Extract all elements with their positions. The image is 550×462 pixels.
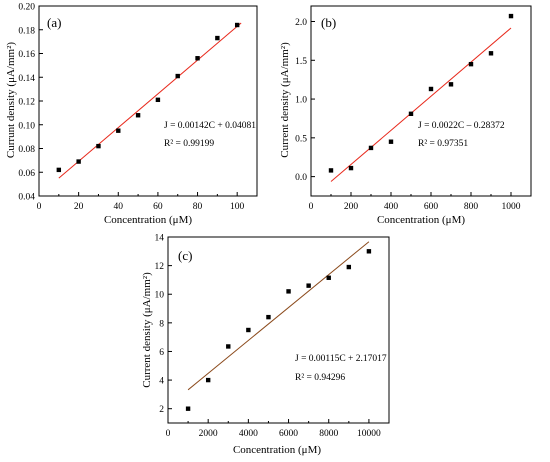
data-point [135, 113, 141, 118]
x-tick-label: 400 [384, 202, 399, 212]
y-axis-title: Current density (μA/mm²) [141, 272, 153, 388]
panel-c: 0 2000 4000 6000 8000 10000 2 4 6 8 10 12 14 Concentr… [141, 234, 390, 456]
fit-equation: J = 0.0022C – 0.28372 [418, 121, 505, 131]
x-axis-title: Concentration (μM) [104, 214, 192, 226]
x-tick-label: 200 [344, 202, 359, 212]
y-tick-label: 1.5 [295, 57, 307, 67]
y-tick-label: 8 [159, 319, 164, 329]
x-tick-label: 6000 [279, 429, 298, 439]
fit-line [58, 22, 242, 179]
data-point [116, 128, 121, 133]
data-point [234, 22, 240, 28]
data-point [326, 275, 331, 280]
x-axis-title: Concentration (μM) [377, 214, 465, 226]
r-squared: R² = 0.99199 [164, 139, 214, 149]
x-tick-label: 60 [153, 202, 163, 212]
y-tick-label: 14 [155, 234, 165, 244]
x-tick-label: 80 [193, 202, 203, 212]
y-tick-label: 4 [159, 377, 164, 387]
y-tick-label: 0.20 [18, 3, 35, 13]
data-point [508, 13, 514, 19]
data-point [195, 56, 200, 61]
x-tick-label: 600 [424, 202, 439, 212]
data-point [175, 73, 180, 79]
y-tick-label: 6 [159, 348, 164, 358]
panel-a: 0 20 40 60 80 100 0.04 0.06 0.08 0.10 0.12 0.14 0.16… [5, 3, 258, 226]
x-tick-label: 1000 [502, 202, 521, 212]
x-tick-label: 2000 [199, 429, 218, 439]
y-tick-label: 0.10 [18, 121, 35, 131]
y-tick-label: 2 [159, 405, 164, 415]
data-point [328, 168, 334, 173]
data-point [286, 289, 291, 294]
data-point [155, 97, 161, 103]
data-point [388, 139, 394, 144]
x-tick-label: 0 [309, 202, 314, 212]
data-point [488, 51, 494, 56]
data-point [185, 406, 191, 411]
data-point [226, 344, 231, 349]
y-tick-label: 10 [155, 291, 165, 301]
y-tick-label: 0.16 [18, 50, 35, 60]
data-point [96, 143, 101, 149]
panel-label: (a) [47, 15, 61, 30]
data-point [76, 159, 81, 164]
y-tick-label: 0.0 [295, 173, 307, 183]
x-tick-label: 0 [166, 429, 171, 439]
y-axis-title: Current density (μA/mm²) [279, 42, 291, 158]
data-point [408, 111, 414, 116]
fit-line [330, 27, 512, 182]
y-tick-label: 0.12 [18, 98, 35, 108]
data-point [266, 314, 271, 320]
data-point [468, 61, 474, 67]
data-point [205, 377, 211, 383]
r-squared: R² = 0.94296 [295, 373, 345, 383]
fit-equation: J = 0.00142C + 0.04081 [164, 121, 256, 131]
y-tick-label: 12 [155, 262, 165, 272]
x-tick-label: 40 [114, 202, 124, 212]
x-tick-label: 100 [230, 202, 245, 212]
data-point [306, 283, 311, 288]
panel-label: (c) [178, 248, 192, 263]
data-point [56, 167, 62, 173]
data-point [348, 165, 354, 171]
fit-line [187, 241, 370, 391]
x-axis-title: Concentration (μM) [233, 444, 321, 456]
x-tick-label: 8000 [319, 429, 338, 439]
data-point [368, 145, 374, 151]
data-point [428, 86, 434, 92]
panel-label: (b) [321, 15, 336, 30]
data-point [246, 327, 251, 333]
y-tick-label: 0.06 [18, 169, 35, 179]
x-tick-label: 20 [74, 202, 84, 212]
data-point [448, 82, 454, 87]
y-tick-label: 1.0 [295, 96, 307, 106]
x-tick-label: 800 [464, 202, 479, 212]
y-axis-title: Currunt density (μA/mm²) [5, 42, 17, 158]
x-tick-label: 0 [37, 202, 42, 212]
fit-equation: J = 0.00115C + 2.17017 [295, 354, 387, 364]
y-tick-label: 0.04 [18, 193, 35, 203]
plot-frame [167, 236, 390, 424]
r-squared: R² = 0.97351 [418, 139, 468, 149]
data-point [215, 35, 220, 41]
y-tick-label: 0.5 [295, 134, 307, 144]
y-tick-label: 0.18 [18, 26, 35, 36]
x-tick-label: 4000 [239, 429, 258, 439]
x-tick-label: 10000 [357, 429, 381, 439]
data-point [346, 264, 352, 270]
y-tick-label: 0.14 [18, 74, 35, 84]
data-point [366, 249, 372, 254]
y-tick-label: 2.0 [295, 18, 307, 28]
panel-b: 0 200 400 600 800 1000 0.0 0.5 1.0 1.5 2.0 Concentr… [279, 5, 532, 226]
plot-frame [310, 5, 532, 197]
y-tick-label: 0.08 [18, 145, 35, 155]
